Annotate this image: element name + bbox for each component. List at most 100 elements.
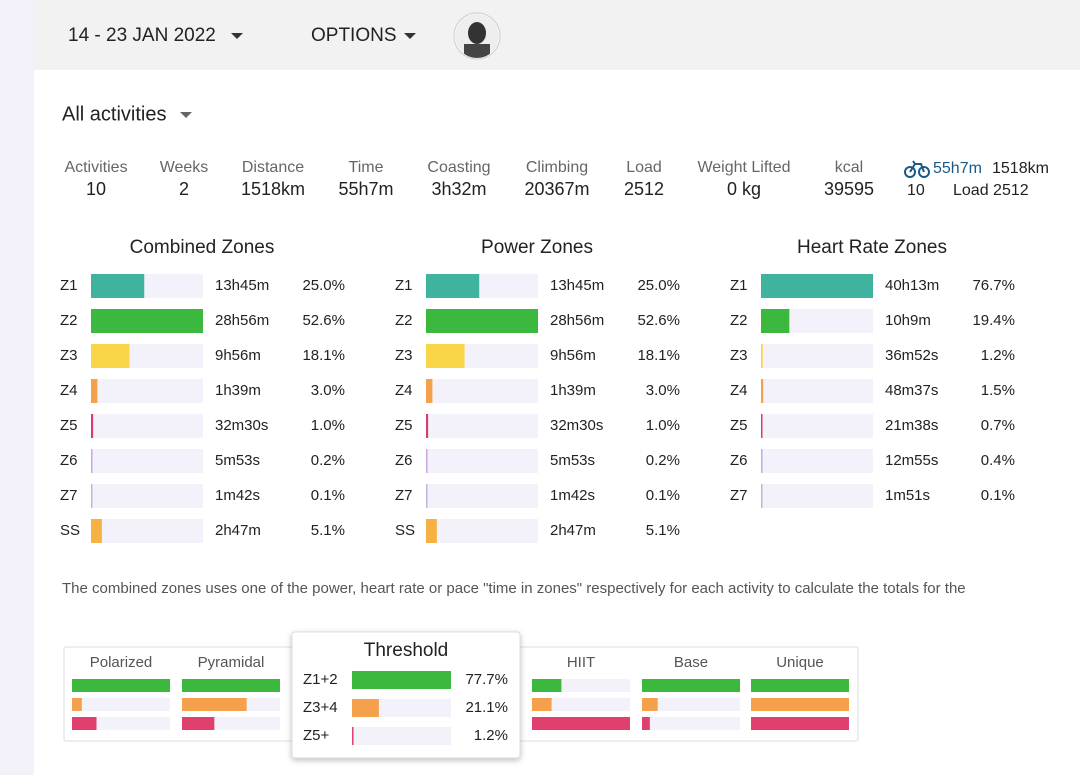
zone-bar	[91, 309, 203, 333]
zone-time: 2h47m	[215, 522, 261, 539]
zone-bar	[426, 379, 433, 403]
activity-filter[interactable]: All activities	[62, 103, 166, 125]
zone-bar	[91, 414, 94, 438]
zone-percent: 5.1%	[311, 522, 345, 539]
zone-bar	[761, 344, 763, 368]
zone-label: SS	[60, 522, 80, 539]
distribution-track	[642, 717, 740, 730]
zone-percent: 1.0%	[311, 417, 345, 434]
zone-bar	[91, 484, 93, 508]
stat-value: 2	[179, 179, 189, 199]
distribution-bar	[532, 717, 630, 730]
popup-row-label: Z3+4	[303, 699, 338, 716]
zone-track	[426, 414, 538, 438]
stat-label: Distance	[242, 159, 304, 176]
date-range[interactable]: 14 - 23 JAN 2022	[68, 25, 216, 46]
popup: Threshold Z1+2 77.7% Z3+4 21.1% Z5+ 1.2%	[291, 631, 521, 759]
zone-track	[91, 484, 203, 508]
popup-bar	[352, 727, 354, 745]
stat-label: Activities	[64, 159, 127, 176]
stat-value: 2512	[624, 179, 664, 199]
zone-percent: 18.1%	[302, 347, 345, 364]
zone-track	[91, 414, 203, 438]
zone-percent: 0.2%	[311, 452, 345, 469]
zone-time: 28h56m	[550, 312, 604, 329]
popup-row-label: Z5+	[303, 727, 330, 744]
distribution-bar	[642, 717, 650, 730]
popup-bar	[352, 699, 379, 717]
avatar[interactable]	[453, 12, 501, 60]
zone-bar	[761, 379, 764, 403]
zone-bar	[426, 274, 480, 298]
zone-label: Z4	[730, 382, 748, 399]
zone-label: Z6	[730, 452, 748, 469]
bike-icon	[904, 160, 930, 178]
zone-bar	[91, 274, 145, 298]
zone-percent: 0.7%	[981, 417, 1015, 434]
zone-label: Z3	[60, 347, 78, 364]
stat-label: Load	[626, 159, 662, 176]
stat-value: 39595	[824, 179, 874, 199]
note: The combined zones uses one of the power…	[62, 580, 966, 597]
zone-percent: 1.2%	[981, 347, 1015, 364]
zone-percent: 0.1%	[311, 487, 345, 504]
zone-label: Z1	[395, 277, 413, 294]
zone-panel-title: Heart Rate Zones	[797, 237, 947, 258]
zone-percent: 3.0%	[311, 382, 345, 399]
zone-label: Z5	[730, 417, 748, 434]
zone-percent: 25.0%	[302, 277, 345, 294]
stat-value: 1518km	[241, 179, 305, 199]
options-menu[interactable]: OPTIONS	[311, 25, 397, 46]
zone-track	[91, 379, 203, 403]
stat-value: 55h7m	[338, 179, 393, 199]
distribution-name: HIIT	[567, 654, 595, 671]
zone-time: 1m42s	[550, 487, 595, 504]
zone-percent: 76.7%	[972, 277, 1015, 294]
zone-label: Z7	[730, 487, 748, 504]
zone-track	[426, 379, 538, 403]
dropdown-caret[interactable]	[404, 33, 416, 39]
zone-percent: 0.1%	[646, 487, 680, 504]
distribution-bar	[751, 698, 849, 711]
zone-percent: 0.4%	[981, 452, 1015, 469]
zone-time: 10h9m	[885, 312, 931, 329]
dropdown-caret[interactable]	[180, 112, 192, 118]
popup-card	[291, 631, 521, 759]
stat-value: 20367m	[524, 179, 589, 199]
zone-percent: 5.1%	[646, 522, 680, 539]
popup-bar	[352, 671, 451, 689]
zone-label: Z1	[60, 277, 78, 294]
distribution-bar	[182, 698, 247, 711]
zone-percent: 52.6%	[302, 312, 345, 329]
distribution-track	[72, 698, 170, 711]
zone-time: 21m38s	[885, 417, 938, 434]
zone-track	[426, 449, 538, 473]
zone-panel-title: Combined Zones	[130, 237, 275, 258]
stat-value: 0 kg	[727, 179, 761, 199]
zone-percent: 0.1%	[981, 487, 1015, 504]
zone-time: 13h45m	[215, 277, 269, 294]
zone-track	[761, 484, 873, 508]
zone-bar	[91, 379, 98, 403]
zone-percent: 19.4%	[972, 312, 1015, 329]
dropdown-caret[interactable]	[231, 33, 243, 39]
zone-percent: 1.0%	[646, 417, 680, 434]
zone-time: 32m30s	[215, 417, 268, 434]
zone-time: 36m52s	[885, 347, 938, 364]
stat-label: Climbing	[526, 159, 588, 176]
stat-label: Weight Lifted	[697, 159, 790, 176]
zone-time: 5m53s	[550, 452, 595, 469]
popup-title: Threshold	[364, 640, 449, 661]
zone-percent: 25.0%	[637, 277, 680, 294]
zone-label: Z1	[730, 277, 748, 294]
distribution-columns: Polarized Pyramidal HIIT Base Unique	[72, 654, 849, 730]
zone-time: 1h39m	[215, 382, 261, 399]
distribution-name: Unique	[776, 654, 824, 671]
zone-time: 28h56m	[215, 312, 269, 329]
popup-track	[352, 727, 451, 745]
zone-label: Z4	[60, 382, 78, 399]
zone-track	[426, 484, 538, 508]
zone-label: Z7	[60, 487, 78, 504]
zone-bar	[426, 344, 465, 368]
stat-label: Weeks	[160, 159, 209, 176]
